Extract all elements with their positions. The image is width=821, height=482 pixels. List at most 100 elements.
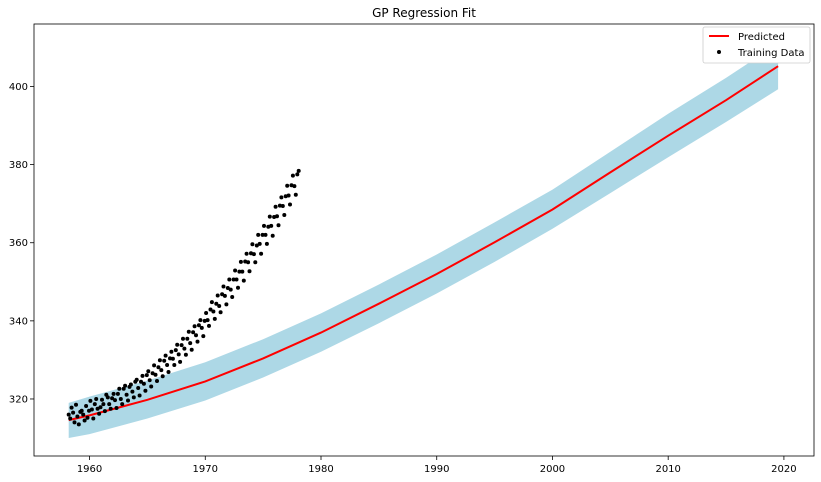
training-point xyxy=(123,383,128,388)
confidence-band xyxy=(68,43,779,438)
training-point xyxy=(137,393,142,398)
training-point xyxy=(178,359,183,364)
training-point xyxy=(240,269,245,274)
training-point xyxy=(140,373,145,378)
training-point xyxy=(149,384,154,389)
training-point xyxy=(84,404,89,408)
training-point xyxy=(253,260,258,265)
training-point xyxy=(139,379,143,384)
training-point xyxy=(166,370,171,374)
training-point xyxy=(290,173,295,178)
training-point xyxy=(102,409,107,414)
training-point xyxy=(88,398,93,403)
training-point xyxy=(228,287,233,292)
training-point xyxy=(195,339,200,344)
x-tick-label: 2020 xyxy=(771,464,796,475)
training-point xyxy=(279,195,284,200)
training-point xyxy=(89,407,94,412)
training-point xyxy=(221,284,226,289)
training-point xyxy=(124,392,129,397)
training-point xyxy=(280,204,285,208)
training-point xyxy=(211,309,216,314)
training-point xyxy=(179,343,184,348)
training-point xyxy=(273,204,278,209)
training-point xyxy=(288,202,292,207)
training-point xyxy=(160,374,165,379)
training-point xyxy=(165,363,170,367)
x-tick-label: 2000 xyxy=(540,464,565,475)
training-point xyxy=(68,416,73,421)
training-point xyxy=(69,405,74,410)
training-point xyxy=(269,223,274,228)
training-point xyxy=(275,214,279,219)
training-point xyxy=(292,184,297,189)
legend-training-label: Training Data xyxy=(737,48,805,59)
training-point xyxy=(233,268,238,273)
training-point xyxy=(224,302,229,307)
training-point xyxy=(130,389,135,394)
training-point xyxy=(168,356,172,361)
training-point xyxy=(118,397,123,401)
training-point xyxy=(194,333,198,338)
predicted-line-layer xyxy=(68,65,779,422)
plot-frame xyxy=(33,23,815,457)
training-point xyxy=(169,349,174,354)
legend-training-swatch xyxy=(717,50,721,54)
training-point xyxy=(276,223,281,228)
training-point xyxy=(191,330,196,335)
training-point xyxy=(136,386,141,390)
training-point xyxy=(293,192,298,197)
training-point xyxy=(256,232,261,237)
training-point xyxy=(110,396,115,401)
x-tick-label: 1990 xyxy=(424,464,449,475)
training-point xyxy=(181,336,185,341)
training-points-layer xyxy=(66,168,301,427)
x-tick-label: 2010 xyxy=(655,464,680,475)
training-point xyxy=(207,323,211,328)
training-point xyxy=(267,214,272,219)
training-point xyxy=(146,369,151,374)
training-point xyxy=(121,386,126,391)
training-point xyxy=(295,172,300,177)
training-point xyxy=(152,363,157,368)
training-point xyxy=(107,402,112,407)
training-point xyxy=(286,193,291,198)
training-point xyxy=(176,352,181,357)
training-point xyxy=(76,422,81,427)
training-point xyxy=(82,418,87,423)
training-point xyxy=(97,411,102,416)
training-point xyxy=(205,318,210,323)
training-point xyxy=(144,373,149,378)
training-point xyxy=(173,348,178,353)
training-point xyxy=(259,251,264,256)
y-tick-label: 340 xyxy=(9,316,28,327)
training-point xyxy=(94,397,99,401)
training-point xyxy=(217,304,222,308)
training-point xyxy=(159,368,164,373)
training-point xyxy=(201,334,206,339)
y-tick-label: 360 xyxy=(9,238,28,249)
x-tick-label: 1980 xyxy=(308,464,333,475)
training-point xyxy=(285,183,290,188)
predicted-line xyxy=(68,65,779,422)
x-tick-label: 1970 xyxy=(193,464,218,475)
training-point xyxy=(114,406,119,410)
training-point xyxy=(79,408,84,413)
training-point xyxy=(81,412,86,417)
training-point xyxy=(246,260,251,265)
training-point xyxy=(212,316,217,321)
training-point xyxy=(185,336,190,341)
training-point xyxy=(72,420,77,425)
training-point xyxy=(236,285,240,290)
training-point xyxy=(186,329,191,334)
training-point xyxy=(75,414,80,419)
training-point xyxy=(85,415,90,420)
training-point xyxy=(115,391,120,396)
training-point xyxy=(247,269,252,274)
legend: Predicted Training Data xyxy=(702,26,811,64)
training-point xyxy=(270,233,275,238)
training-point xyxy=(163,353,168,358)
training-point xyxy=(263,232,268,237)
training-point xyxy=(113,398,117,403)
